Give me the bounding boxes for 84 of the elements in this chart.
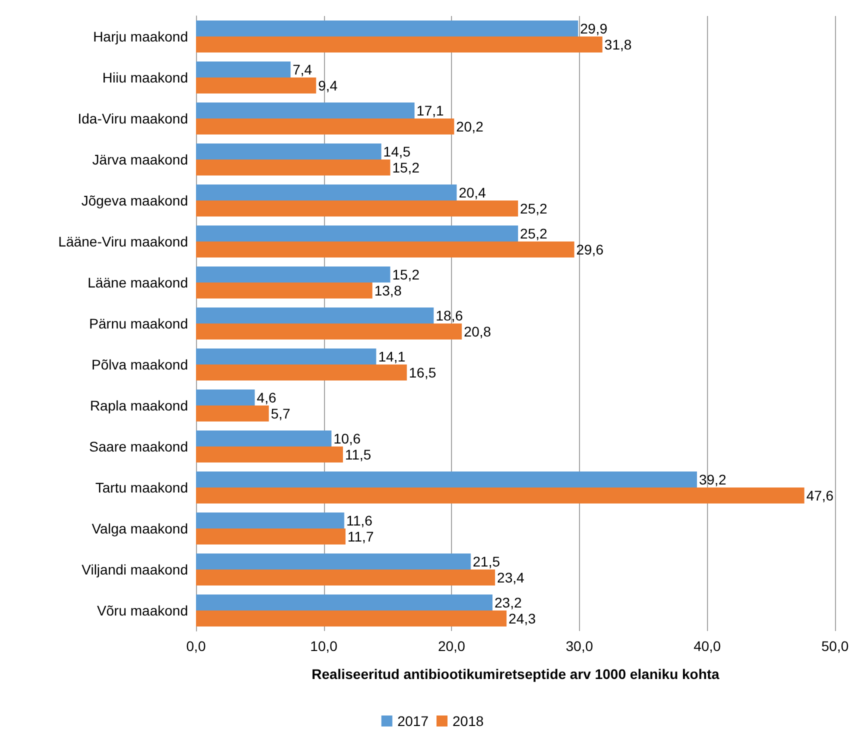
bar — [196, 144, 382, 160]
x-tick-label: 30,0 — [566, 638, 594, 654]
y-tick-label: Tartu maakond — [95, 480, 188, 496]
data-label: 25,2 — [520, 226, 548, 242]
y-tick-label: Järva maakond — [92, 152, 188, 168]
bar — [196, 20, 578, 36]
x-tick-label: 10,0 — [310, 638, 338, 654]
data-label: 20,4 — [458, 184, 486, 201]
y-tick-label: Saare maakond — [89, 438, 188, 454]
y-tick-label: Viljandi maakond — [82, 562, 188, 578]
data-label: 29,9 — [580, 20, 608, 37]
bar — [196, 102, 415, 118]
y-tick-label: Jõgeva maakond — [81, 192, 188, 208]
data-label: 11,6 — [346, 512, 373, 529]
bar — [196, 282, 372, 298]
data-label: 4,6 — [256, 390, 276, 406]
legend-label: 2017 — [397, 713, 429, 729]
data-label: 39,2 — [698, 472, 726, 488]
bar — [196, 446, 343, 462]
data-label: 15,2 — [392, 266, 420, 283]
bar — [196, 390, 255, 406]
bar — [196, 570, 496, 586]
bar — [196, 200, 518, 216]
bar — [196, 266, 390, 282]
data-label: 18,6 — [436, 308, 464, 324]
y-tick-label: Valga maakond — [92, 520, 188, 536]
bar — [196, 118, 454, 134]
data-label: 29,6 — [576, 241, 604, 258]
bar — [196, 406, 269, 422]
bar — [196, 488, 804, 504]
data-label: 16,5 — [408, 364, 436, 380]
bar — [196, 242, 574, 258]
legend-label: 2018 — [452, 713, 484, 729]
y-tick-label: Harju maakond — [93, 28, 188, 44]
data-label: 17,1 — [416, 102, 444, 119]
y-tick-label: Hiiu maakond — [102, 70, 188, 86]
data-label: 21,5 — [472, 554, 500, 570]
y-tick-label: Lääne maakond — [88, 274, 188, 290]
data-label: 24,3 — [508, 610, 536, 626]
bar — [196, 160, 390, 176]
data-label: 23,2 — [494, 594, 522, 611]
data-label: 7,4 — [292, 62, 312, 78]
bar — [196, 528, 346, 544]
bar — [196, 364, 407, 380]
bar — [196, 512, 344, 528]
x-tick-label: 50,0 — [821, 638, 849, 654]
bar — [196, 594, 492, 610]
data-label: 11,5 — [344, 446, 372, 462]
y-tick-label: Ida-Viru maakond — [78, 110, 188, 126]
bar — [196, 348, 376, 364]
x-tick-label: 20,0 — [438, 638, 466, 654]
x-tick-label: 0,0 — [186, 638, 206, 654]
data-label: 14,5 — [383, 144, 411, 160]
y-tick-label: Põlva maakond — [91, 356, 188, 372]
data-label: 10,6 — [333, 430, 361, 447]
data-label: 20,2 — [456, 118, 484, 134]
data-label: 47,6 — [806, 487, 834, 504]
data-label: 5,7 — [270, 405, 291, 422]
data-label: 20,8 — [464, 323, 492, 340]
x-tick-label: 40,0 — [694, 638, 722, 654]
x-axis-title: Realiseeritud antibiootikumiretseptide arv 1000 elaniku kohta — [312, 666, 720, 682]
bar — [196, 430, 332, 446]
data-label: 14,1 — [378, 348, 406, 365]
y-tick-label: Võru maakond — [96, 602, 188, 618]
y-tick-label: Lääne-Viru maakond — [58, 234, 188, 250]
bar — [196, 62, 291, 78]
bar — [196, 308, 434, 324]
bar — [196, 78, 316, 94]
bar — [196, 36, 602, 52]
bar — [196, 554, 471, 570]
y-tick-label: Rapla maakond — [90, 398, 188, 414]
bar — [196, 184, 457, 200]
data-label: 23,4 — [497, 569, 525, 586]
y-tick-label: Pärnu maakond — [89, 316, 188, 332]
bar — [196, 226, 518, 242]
data-label: 13,8 — [374, 282, 402, 298]
data-label: 25,2 — [520, 200, 548, 216]
data-label: 31,8 — [604, 36, 632, 52]
bar — [196, 472, 697, 488]
data-label: 11,7 — [348, 528, 374, 544]
bar — [196, 324, 462, 340]
bar — [196, 610, 507, 626]
data-label: 9,4 — [318, 77, 338, 94]
data-label: 15,2 — [392, 159, 420, 176]
